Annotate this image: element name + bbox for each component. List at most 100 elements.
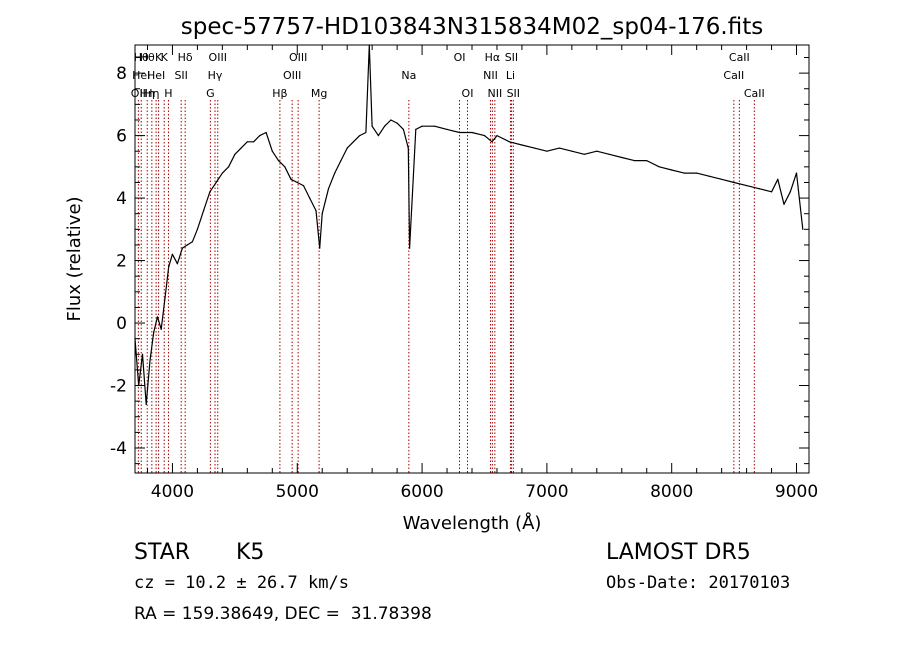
- spectrum-point: [795, 172, 798, 174]
- spectrum-point: [658, 166, 660, 168]
- spectral-line-label: H: [164, 87, 172, 100]
- spectral-line-label: Hγ: [208, 69, 223, 82]
- spectrum-point: [365, 131, 367, 134]
- spectrum-point: [186, 244, 188, 246]
- spectrum-point: [277, 160, 280, 162]
- spectrum-point: [290, 178, 292, 180]
- spectral-line-label: Hβ: [272, 87, 287, 100]
- object-class: STAR: [134, 540, 191, 565]
- spectrum-point: [156, 316, 159, 318]
- x-tick-label: 5000: [276, 482, 319, 502]
- object-subclass: K5: [236, 540, 265, 565]
- y-tick-label: -2: [110, 377, 127, 397]
- y-axis-label: Flux (relative): [64, 196, 85, 321]
- spectrum-point: [334, 172, 336, 174]
- spectrum-point: [646, 160, 648, 162]
- spectrum-point: [783, 203, 785, 205]
- spectrum-point: [521, 144, 523, 146]
- spectrum-point: [407, 147, 409, 149]
- spectrum-point: [145, 403, 147, 405]
- spectrum-point: [802, 228, 804, 230]
- spectrum-point: [491, 141, 493, 143]
- spectrum-point: [296, 181, 298, 184]
- spectrum-point: [309, 197, 311, 199]
- spectrum-point: [371, 125, 373, 127]
- spectral-line-label: Hη: [140, 87, 155, 100]
- spectrum-point: [176, 263, 178, 265]
- spectral-line-label: Li: [506, 69, 515, 82]
- spectrum-point: [402, 128, 404, 130]
- spectral-line-label: Hδ: [178, 51, 193, 64]
- y-tick-label: 2: [116, 252, 127, 272]
- spectrum-point: [253, 141, 255, 143]
- spectrum-point: [171, 253, 173, 255]
- y-tick-label: 6: [116, 127, 127, 147]
- spectrum-point: [196, 228, 198, 230]
- spectrum-point: [446, 128, 448, 130]
- survey-name: LAMOST DR5: [606, 540, 751, 565]
- x-axis: 4000 5000 6000 7000 8000 9000: [146, 45, 818, 502]
- spectrum-point: [181, 247, 183, 249]
- spectral-line-label: HeI: [132, 69, 150, 82]
- spectrum-point: [168, 266, 170, 268]
- spectral-line-label: Hθ: [140, 51, 155, 64]
- spectrum-point: [327, 188, 330, 190]
- spectral-line-label: Hθ: [134, 51, 149, 64]
- spectral-line-label: K: [155, 51, 163, 64]
- spectrum-point: [319, 247, 321, 249]
- spectrum-point: [321, 213, 323, 215]
- spectrum-point: [409, 247, 411, 249]
- spectrum-point: [789, 191, 791, 193]
- y-tick-label: 4: [116, 189, 127, 209]
- y-axis: -4 -2 0 2 4 6 8: [110, 56, 809, 465]
- spectral-line-label: NII: [487, 87, 502, 100]
- spectrum-point: [777, 178, 779, 180]
- spectrum-point: [191, 241, 193, 243]
- spectrum-point: [340, 160, 342, 162]
- spectrum-point: [352, 141, 354, 143]
- spectral-line-label: Hη: [144, 87, 159, 100]
- spectrum-point: [259, 135, 261, 137]
- spectral-line-label: CaII: [729, 51, 750, 64]
- spectrum-point: [596, 150, 598, 152]
- spectrum-point: [583, 153, 585, 155]
- spectrum-point: [421, 125, 423, 127]
- spectral-line-markers: OIIHθHeIHθHηHηHeIKKHSIIHδGHγOIIIHβOIIIOI…: [131, 51, 765, 473]
- spectrum-point: [533, 147, 536, 149]
- spectrum-point: [434, 125, 436, 127]
- spectrum-point: [546, 150, 548, 152]
- spectrum-point: [771, 191, 773, 193]
- spectrum-point: [271, 150, 273, 152]
- plot-frame: [134, 44, 810, 474]
- spectrum-point: [284, 166, 286, 168]
- spectral-line-label: OIII: [209, 51, 227, 64]
- spectrum-point: [633, 160, 635, 162]
- spectrum-point: [746, 185, 748, 187]
- spectrum-point: [496, 135, 498, 137]
- spectrum-point: [558, 147, 561, 149]
- spectral-line-label: K: [161, 51, 169, 64]
- spectrum-point: [758, 188, 760, 190]
- x-axis-label: Wavelength (Å): [403, 512, 542, 534]
- spectral-line-label: OIII: [283, 69, 301, 82]
- spectrum-point: [228, 166, 230, 168]
- spectrum-point: [396, 122, 398, 124]
- spectral-line-label: OI: [462, 87, 474, 100]
- redshift-velocity: cz = 10.2 ± 26.7 km/s: [134, 573, 349, 593]
- spectrum-point: [458, 131, 461, 134]
- spectral-line-label: SII: [174, 69, 187, 82]
- y-tick-label: -4: [110, 439, 127, 459]
- y-tick-label: 0: [116, 314, 127, 334]
- spectral-line-label: Mg: [311, 87, 327, 100]
- spectrum-point: [571, 150, 573, 152]
- spectral-line-label: CaII: [723, 69, 744, 82]
- chart-title: spec-57757-HD103843N315834M02_sp04-176.f…: [181, 14, 763, 40]
- spectral-line-label: Hα: [485, 51, 501, 64]
- spectrum-point: [164, 297, 166, 299]
- spectrum-point: [471, 131, 473, 134]
- x-tick-label: 4000: [151, 482, 194, 502]
- x-tick-label: 7000: [525, 482, 568, 502]
- spectrum-point: [384, 125, 386, 127]
- spectrum-point: [234, 153, 236, 155]
